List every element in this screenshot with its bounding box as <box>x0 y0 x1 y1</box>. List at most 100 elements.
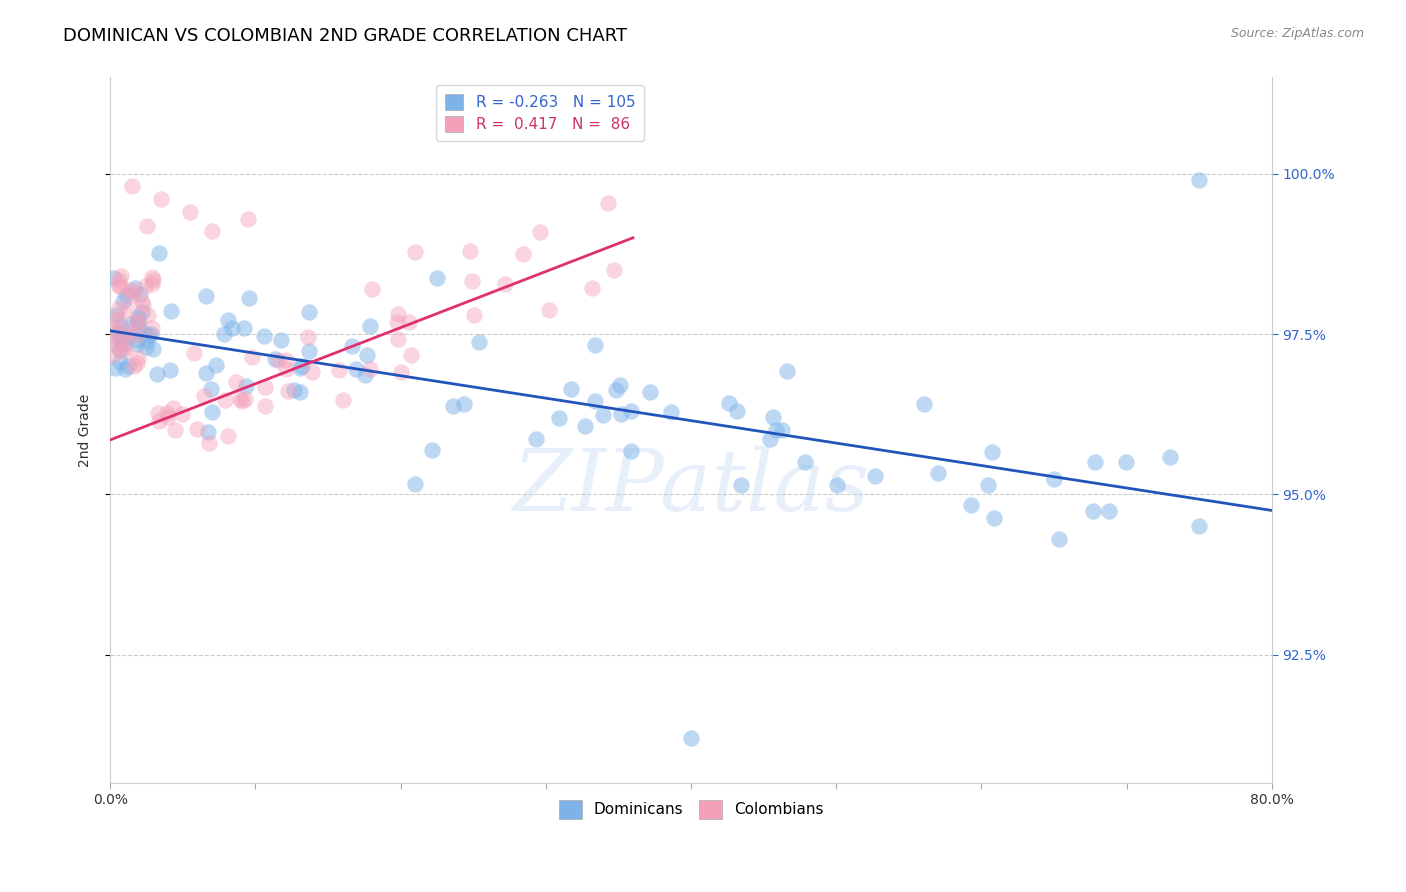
Point <box>145 368 167 382</box>
Point <box>103 313 125 327</box>
Point <box>276 362 298 376</box>
Point <box>112 294 135 309</box>
Point <box>581 281 603 295</box>
Point <box>274 353 297 368</box>
Point <box>297 330 319 344</box>
Point <box>195 366 218 380</box>
Point <box>125 328 148 343</box>
Point <box>596 195 619 210</box>
Point <box>110 269 132 284</box>
Point <box>163 423 186 437</box>
Point <box>125 315 148 329</box>
Point <box>112 344 135 359</box>
Point <box>139 326 162 341</box>
Point <box>204 358 226 372</box>
Point <box>117 359 139 373</box>
Point <box>108 279 131 293</box>
Point <box>229 392 252 407</box>
Point <box>114 340 136 354</box>
Point <box>620 404 643 418</box>
Point <box>110 319 132 334</box>
Point <box>583 393 606 408</box>
Point <box>197 425 219 440</box>
Point <box>127 356 149 370</box>
Point <box>238 211 260 226</box>
Point <box>142 342 165 356</box>
Point <box>679 731 702 746</box>
Point <box>360 282 382 296</box>
Point <box>108 279 131 293</box>
Point <box>453 397 475 411</box>
Point <box>277 384 299 399</box>
Point <box>458 244 481 258</box>
Point <box>141 321 163 335</box>
Point <box>959 498 981 512</box>
Point <box>124 281 146 295</box>
Point <box>170 407 193 421</box>
Point <box>609 378 631 392</box>
Point <box>1115 455 1137 469</box>
Point <box>1188 518 1211 533</box>
Point <box>927 466 949 480</box>
Point <box>108 272 131 286</box>
Point <box>115 288 138 302</box>
Point <box>131 298 153 312</box>
Point <box>127 310 149 324</box>
Point <box>118 283 141 297</box>
Point <box>981 445 1004 459</box>
Point <box>159 304 181 318</box>
Point <box>122 359 145 373</box>
Point <box>359 362 381 376</box>
Point <box>301 365 323 379</box>
Point <box>592 408 614 422</box>
Point <box>117 330 139 344</box>
Point <box>298 344 321 359</box>
Point <box>108 301 131 315</box>
Point <box>214 392 236 407</box>
Point <box>142 273 165 287</box>
Point <box>235 379 257 393</box>
Point <box>1081 504 1104 518</box>
Point <box>794 455 817 469</box>
Point <box>340 339 363 353</box>
Point <box>863 469 886 483</box>
Point <box>129 286 152 301</box>
Point <box>253 329 276 343</box>
Point <box>512 247 534 261</box>
Point <box>238 291 260 305</box>
Point <box>112 325 135 339</box>
Point <box>610 407 633 421</box>
Point <box>131 305 153 319</box>
Point <box>117 326 139 341</box>
Point <box>524 432 547 446</box>
Point <box>157 410 180 425</box>
Point <box>529 225 551 239</box>
Point <box>387 307 409 321</box>
Point <box>101 348 124 362</box>
Point <box>538 302 561 317</box>
Point <box>107 325 129 339</box>
Point <box>288 385 311 400</box>
Text: ZIPatlas: ZIPatlas <box>512 445 869 528</box>
Point <box>136 308 159 322</box>
Point <box>212 327 235 342</box>
Point <box>776 364 799 378</box>
Point <box>136 334 159 348</box>
Point <box>125 314 148 328</box>
Text: Source: ZipAtlas.com: Source: ZipAtlas.com <box>1230 27 1364 40</box>
Point <box>1084 454 1107 468</box>
Point <box>356 348 378 362</box>
Point <box>107 341 129 355</box>
Point <box>404 477 426 491</box>
Point <box>827 477 849 491</box>
Point <box>983 511 1005 525</box>
Point <box>150 192 173 206</box>
Point <box>125 334 148 348</box>
Point <box>560 382 582 396</box>
Point <box>141 269 163 284</box>
Text: DOMINICAN VS COLOMBIAN 2ND GRADE CORRELATION CHART: DOMINICAN VS COLOMBIAN 2ND GRADE CORRELA… <box>63 27 627 45</box>
Point <box>179 205 201 219</box>
Point <box>328 362 350 376</box>
Point <box>193 389 215 403</box>
Point <box>108 355 131 369</box>
